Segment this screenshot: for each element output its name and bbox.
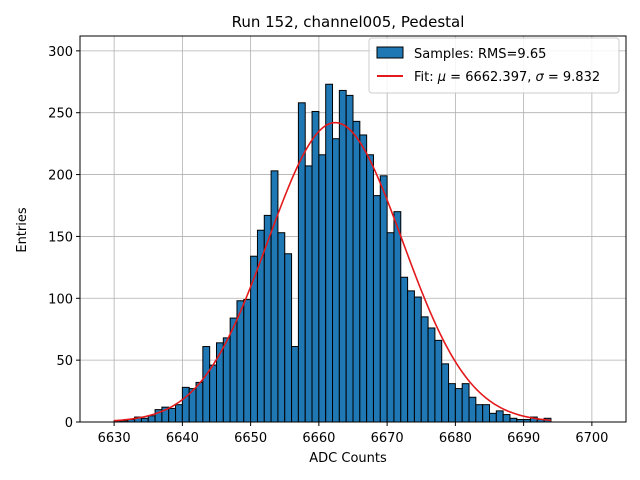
y-tick-label: 100	[48, 292, 73, 307]
x-tick-label: 6650	[234, 431, 267, 446]
histogram-bars	[113, 83, 552, 423]
histogram-bar	[441, 363, 450, 423]
histogram-bar	[304, 165, 313, 423]
histogram-bar	[284, 253, 293, 423]
histogram-bar	[434, 339, 443, 423]
histogram-bar	[509, 417, 518, 423]
x-tick-label: 6700	[575, 431, 608, 446]
histogram-bar	[386, 232, 395, 423]
y-axis-label: Entries	[15, 207, 30, 253]
x-axis-label: ADC Counts	[309, 451, 387, 466]
histogram-bar	[175, 404, 183, 423]
x-axis-ticks: 6630 6640 6650 6660 6670 6680 6690 6700	[98, 422, 608, 446]
histogram-bar	[297, 102, 306, 423]
histogram-bar	[461, 383, 470, 423]
y-tick-label: 150	[48, 230, 73, 245]
fit-curve-layer	[114, 121, 551, 422]
histogram-bar	[195, 381, 204, 423]
histogram-bar	[318, 154, 327, 423]
x-tick-label: 6690	[507, 431, 540, 446]
x-tick-label: 6640	[166, 431, 199, 446]
histogram-bar	[243, 299, 252, 423]
histogram-bar	[338, 89, 347, 423]
histogram-bar	[502, 414, 511, 423]
x-tick-label: 6630	[98, 431, 131, 446]
histogram-bar	[345, 94, 354, 423]
legend-label-fit: Fit: μ = 6662.397, σ = 9.832	[414, 70, 600, 85]
histogram-bar	[393, 211, 402, 423]
fit-curve	[114, 121, 551, 422]
histogram-bar	[311, 110, 320, 423]
histogram-bar	[332, 138, 340, 423]
histogram-bar	[181, 386, 190, 423]
histogram-bar	[168, 407, 177, 423]
x-tick-label: 6660	[302, 431, 335, 446]
y-axis-ticks: 0 50 100 150 200 250 300	[48, 45, 80, 431]
histogram-bar	[413, 296, 422, 423]
histogram-bar	[209, 364, 218, 423]
histogram-bar	[475, 404, 484, 423]
plot-area-frame	[79, 35, 627, 423]
histogram-bar	[325, 83, 334, 423]
histogram-bar	[202, 346, 211, 423]
histogram-bar	[448, 383, 456, 423]
x-tick-label: 6670	[371, 431, 404, 446]
histogram-bar	[454, 388, 463, 423]
histogram-bar	[359, 134, 368, 423]
y-tick-label: 300	[48, 45, 73, 60]
histogram-bar	[468, 396, 477, 423]
histogram-bar	[372, 195, 381, 423]
histogram-bar	[352, 120, 361, 423]
histogram-bar	[250, 255, 258, 423]
histogram-bar	[379, 175, 388, 423]
x-tick-label: 6680	[439, 431, 472, 446]
histogram-bar	[407, 290, 415, 423]
legend: Samples: RMS=9.65 Fit: μ = 6662.397, σ =…	[368, 37, 620, 94]
histogram-bar	[366, 154, 374, 423]
legend-label-samples: Samples: RMS=9.65	[414, 47, 546, 62]
y-tick-label: 250	[48, 107, 73, 122]
chart-title: Run 152, channel005, Pedestal	[232, 13, 465, 31]
histogram-bar	[427, 327, 436, 423]
legend-bar-swatch	[376, 46, 404, 59]
legend-box	[368, 37, 620, 94]
histogram-bar	[420, 316, 429, 423]
histogram-bar	[147, 415, 156, 423]
histogram-bar	[495, 410, 504, 423]
histogram-bar	[482, 404, 490, 423]
histogram-bar	[277, 232, 286, 423]
histogram-bar	[400, 276, 409, 423]
histogram-bar	[291, 346, 299, 423]
y-tick-label: 200	[48, 169, 73, 184]
histogram-bar	[140, 417, 149, 423]
histogram-bar	[489, 412, 497, 423]
y-tick-label: 0	[65, 416, 73, 431]
y-tick-label: 50	[56, 354, 73, 369]
histogram-bar	[270, 170, 279, 423]
histogram-bar	[222, 337, 231, 423]
